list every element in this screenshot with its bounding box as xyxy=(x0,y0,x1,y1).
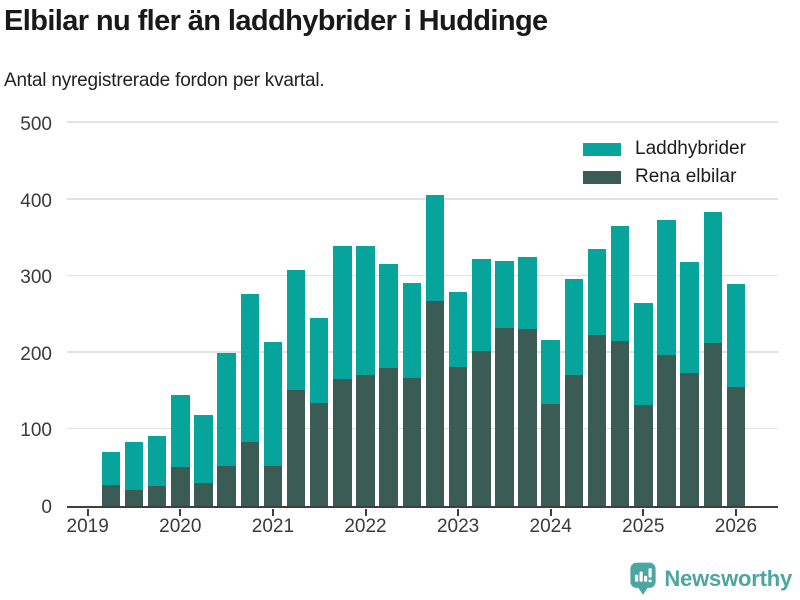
bar-segment-rena-elbilar xyxy=(564,375,584,506)
bar-segment-rena-elbilar xyxy=(472,351,491,506)
bar-segment-rena-elbilar xyxy=(518,329,537,506)
y-tick-label: 200 xyxy=(20,343,52,365)
bar-segment-laddhybrider xyxy=(541,339,560,405)
bar-segment-rena-elbilar xyxy=(402,378,422,506)
brand-name: Newsworthy xyxy=(664,566,792,591)
bar-segment-rena-elbilar xyxy=(240,442,259,506)
bar-segment-rena-elbilar xyxy=(124,489,144,506)
bar-segment-laddhybrider xyxy=(101,452,121,485)
bar-segment-rena-elbilar xyxy=(448,367,468,506)
x-axis-tick xyxy=(457,508,460,516)
bar-segment-laddhybrider xyxy=(703,211,722,343)
bar-segment-rena-elbilar xyxy=(541,404,560,506)
y-tick-label: 300 xyxy=(20,267,52,289)
bar-segment-rena-elbilar xyxy=(379,368,398,506)
bar-segment-rena-elbilar xyxy=(356,375,375,506)
y-tick-label: 400 xyxy=(20,190,52,212)
bar-segment-laddhybrider xyxy=(680,262,699,373)
bar-segment-laddhybrider xyxy=(564,279,584,376)
bar-segment-rena-elbilar xyxy=(101,484,121,506)
chart-legend: Laddhybrider Rena elbilar xyxy=(583,135,746,191)
bar-segment-laddhybrider xyxy=(194,414,213,484)
x-tick-label: 2023 xyxy=(436,516,480,537)
bar-segment-rena-elbilar xyxy=(680,372,699,506)
gridline xyxy=(67,351,778,353)
x-axis-tick xyxy=(642,508,645,516)
bar-segment-rena-elbilar xyxy=(634,404,653,506)
x-tick-label: 2026 xyxy=(714,516,758,537)
y-tick-label: 500 xyxy=(20,114,52,135)
x-tick-label: 2022 xyxy=(344,516,387,537)
bar-segment-laddhybrider xyxy=(402,283,422,379)
bar-segment-laddhybrider xyxy=(124,442,144,490)
bar-segment-laddhybrider xyxy=(286,270,306,390)
bar-segment-rena-elbilar xyxy=(610,341,630,506)
bar-segment-laddhybrider xyxy=(333,245,352,379)
bar-segment-rena-elbilar xyxy=(657,355,676,506)
x-axis-tick xyxy=(364,508,367,516)
bar-segment-rena-elbilar xyxy=(703,342,722,506)
bar-chart-bubble-icon xyxy=(630,562,657,595)
legend-swatch-rena-elbilar xyxy=(583,170,621,184)
bar-segment-laddhybrider xyxy=(634,303,653,405)
chart-subtitle: Antal nyregistrerade fordon per kvartal. xyxy=(4,70,325,91)
bar-segment-laddhybrider xyxy=(171,394,190,467)
bar-segment-laddhybrider xyxy=(356,245,375,376)
x-tick-label: 2021 xyxy=(251,516,295,537)
bar-segment-laddhybrider xyxy=(726,283,746,388)
legend-item-laddhybrider: Laddhybrider xyxy=(583,135,746,163)
x-tick-label: 2025 xyxy=(622,516,665,537)
legend-label: Laddhybrider xyxy=(635,138,746,159)
x-tick-label: 2020 xyxy=(159,516,202,537)
bar-segment-rena-elbilar xyxy=(333,378,352,506)
legend-item-rena-elbilar: Rena elbilar xyxy=(583,163,746,191)
bar-segment-laddhybrider xyxy=(610,225,630,342)
bar-segment-laddhybrider xyxy=(379,263,398,369)
bar-segment-laddhybrider xyxy=(425,195,445,302)
bar-segment-rena-elbilar xyxy=(495,327,514,506)
bar-segment-rena-elbilar xyxy=(587,335,607,506)
bar-segment-laddhybrider xyxy=(587,249,607,336)
bar-segment-laddhybrider xyxy=(448,291,468,368)
y-tick-label: 0 xyxy=(41,497,52,518)
bar-segment-laddhybrider xyxy=(518,257,537,330)
bar-segment-rena-elbilar xyxy=(217,466,236,506)
x-axis-tick xyxy=(179,508,182,516)
gridline xyxy=(67,427,778,430)
x-axis-tick xyxy=(271,508,274,516)
bar-segment-rena-elbilar xyxy=(726,387,746,506)
bar-segment-laddhybrider xyxy=(657,219,676,356)
bar-segment-rena-elbilar xyxy=(194,483,213,506)
x-axis-tick xyxy=(734,508,737,516)
bar-segment-rena-elbilar xyxy=(263,466,283,506)
y-tick-label: 100 xyxy=(20,420,52,442)
chart-title: Elbilar nu fler än laddhybrider i Huddin… xyxy=(4,5,548,37)
x-tick-label: 2019 xyxy=(66,516,109,537)
bar-segment-laddhybrider xyxy=(217,352,236,467)
bar-segment-rena-elbilar xyxy=(286,389,306,506)
bar-segment-rena-elbilar xyxy=(425,301,445,506)
bar-segment-laddhybrider xyxy=(240,293,259,443)
bar-segment-laddhybrider xyxy=(309,318,329,403)
bar-segment-rena-elbilar xyxy=(171,466,190,506)
bar-segment-laddhybrider xyxy=(263,342,283,467)
bar-segment-laddhybrider xyxy=(495,260,514,328)
bar-segment-rena-elbilar xyxy=(309,402,329,506)
x-axis-tick xyxy=(549,508,552,516)
bar-segment-laddhybrider xyxy=(472,259,491,352)
legend-label: Rena elbilar xyxy=(635,166,737,187)
legend-swatch-laddhybrider xyxy=(583,142,621,156)
plot-area: Laddhybrider Rena elbilar xyxy=(67,121,778,516)
x-tick-label: 2024 xyxy=(529,516,572,537)
gridline xyxy=(67,121,778,123)
gridline xyxy=(67,274,778,277)
footer-branding: Newsworthy xyxy=(629,561,792,597)
x-axis-tick xyxy=(86,508,89,516)
bar-segment-rena-elbilar xyxy=(147,486,167,506)
gridline xyxy=(67,198,778,200)
bar-segment-laddhybrider xyxy=(147,436,167,487)
